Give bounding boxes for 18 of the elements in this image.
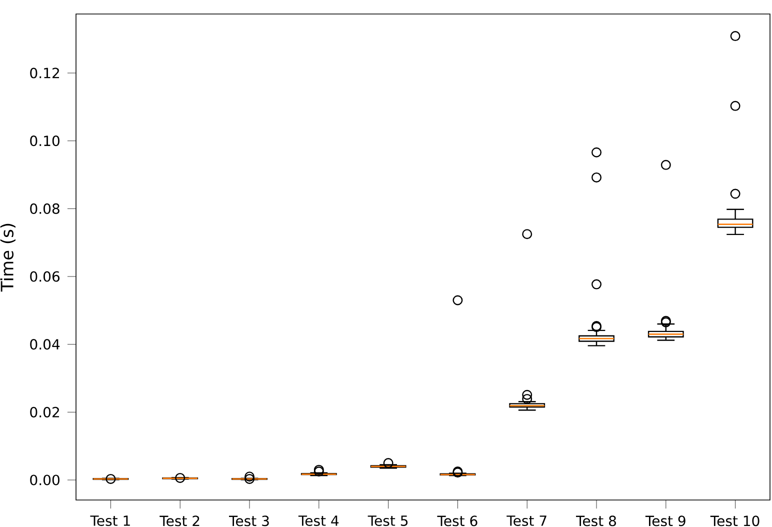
y-tick-label: 0.04 xyxy=(30,339,60,350)
x-tick-label: Test 3 xyxy=(229,516,269,526)
x-tick-label: Test 8 xyxy=(576,516,616,526)
y-tick-label: 0.02 xyxy=(30,406,59,418)
x-tick-label: Test 2 xyxy=(160,516,200,526)
x-tick-label: Test 10 xyxy=(710,516,760,526)
y-tick-label: 0.10 xyxy=(30,136,60,146)
y-axis-title: Time (s) xyxy=(0,224,16,292)
x-tick-label: Test 4 xyxy=(298,516,339,526)
x-tick-label: Test 1 xyxy=(90,516,130,526)
y-tick-label: 0.08 xyxy=(30,203,60,214)
x-tick-label: Test 5 xyxy=(368,516,408,526)
x-tick-label: Test 7 xyxy=(506,516,546,526)
y-tick-label: 0.00 xyxy=(30,474,60,486)
x-tick-label: Test 6 xyxy=(437,516,478,526)
y-tick-label: 0.06 xyxy=(30,271,60,282)
y-tick-label: 0.12 xyxy=(30,68,59,78)
x-tick-label: Test 9 xyxy=(645,516,686,526)
